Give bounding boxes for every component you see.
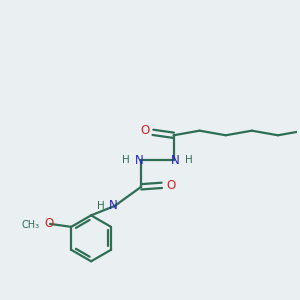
Text: H: H — [185, 155, 193, 165]
Text: O: O — [44, 218, 53, 230]
Text: N: N — [171, 154, 179, 167]
Text: H: H — [97, 201, 104, 211]
Text: H: H — [122, 155, 130, 165]
Text: CH₃: CH₃ — [22, 220, 40, 230]
Text: N: N — [135, 154, 144, 167]
Text: O: O — [166, 179, 175, 192]
Text: N: N — [109, 200, 118, 212]
Text: O: O — [140, 124, 149, 137]
